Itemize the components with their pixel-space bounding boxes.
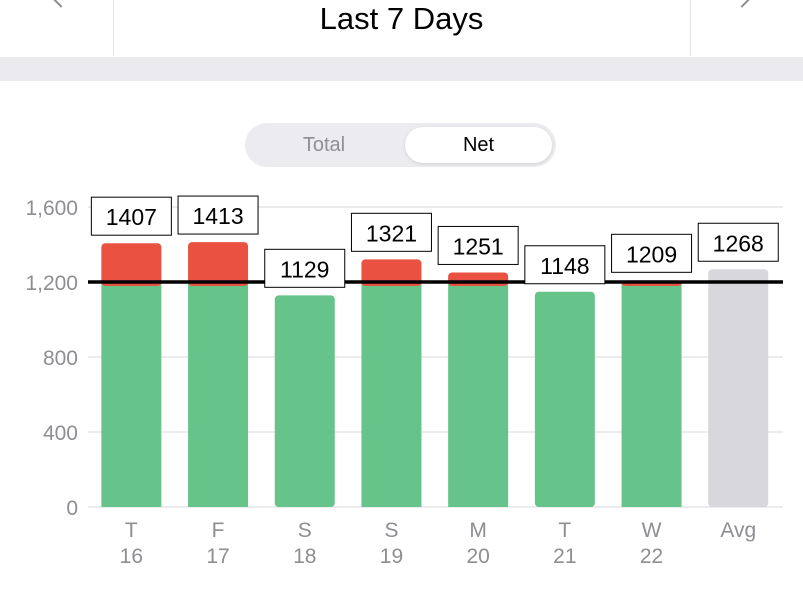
value-label: 1407 [106,204,157,230]
toggle-option-total[interactable]: Total [302,134,346,156]
y-tick-label: 400 [43,422,78,445]
value-label-box [90,196,172,236]
x-tick-day: S [384,519,398,542]
x-tick-day: M [469,519,487,542]
section-divider [0,57,803,81]
value-label: 1251 [453,233,504,259]
bar-under-goal [188,282,249,507]
value-label-box [264,248,346,288]
y-tick-label: 1,600 [25,197,78,220]
value-label: 1129 [280,256,329,282]
x-tick-day: Avg [720,519,756,542]
bar-average [708,269,769,507]
bar-over-goal [101,243,162,286]
bar-over-goal [361,259,422,286]
bar-under-goal [274,295,335,507]
x-tick-date: 16 [120,545,143,568]
value-label: 1268 [713,230,764,256]
x-tick-date: 21 [553,545,576,568]
bar-under-goal [101,282,162,507]
x-tick-date: 20 [466,545,489,568]
value-label: 1413 [192,203,243,229]
bar-over-goal [448,272,509,286]
top-navigation-bar: Last 7 Days [0,0,803,56]
y-tick-label: 1,200 [25,272,78,295]
x-tick-day: W [642,519,662,542]
value-label-box [437,225,519,265]
x-tick-date: 18 [293,545,316,568]
x-tick-date: 19 [380,545,403,568]
value-label-box [697,222,779,262]
toggle-option-net[interactable]: Net [405,127,552,163]
bar-under-goal [448,282,509,507]
bar-over-goal [188,242,249,286]
value-label: 1148 [540,253,589,279]
value-label-box [350,212,432,252]
bar-under-goal [534,291,595,507]
x-tick-date: 17 [206,545,229,568]
value-label: 1209 [626,241,677,267]
x-tick-day: T [558,519,571,542]
next-period-button[interactable] [690,0,803,56]
value-label-box [611,233,693,273]
bar-under-goal [361,282,422,507]
previous-period-button[interactable] [0,0,114,56]
bar-under-goal [621,282,682,507]
page-title: Last 7 Days [319,1,484,36]
y-tick-label: 0 [66,497,78,520]
x-tick-day: T [125,519,138,542]
total-net-toggle[interactable]: Total Net [245,123,556,167]
x-tick-date: 22 [640,545,663,568]
value-label-box [177,195,259,235]
value-label-box [524,245,606,285]
y-tick-label: 800 [43,347,78,370]
value-label: 1321 [366,220,417,246]
x-tick-day: S [298,519,312,542]
x-tick-day: F [212,519,225,542]
